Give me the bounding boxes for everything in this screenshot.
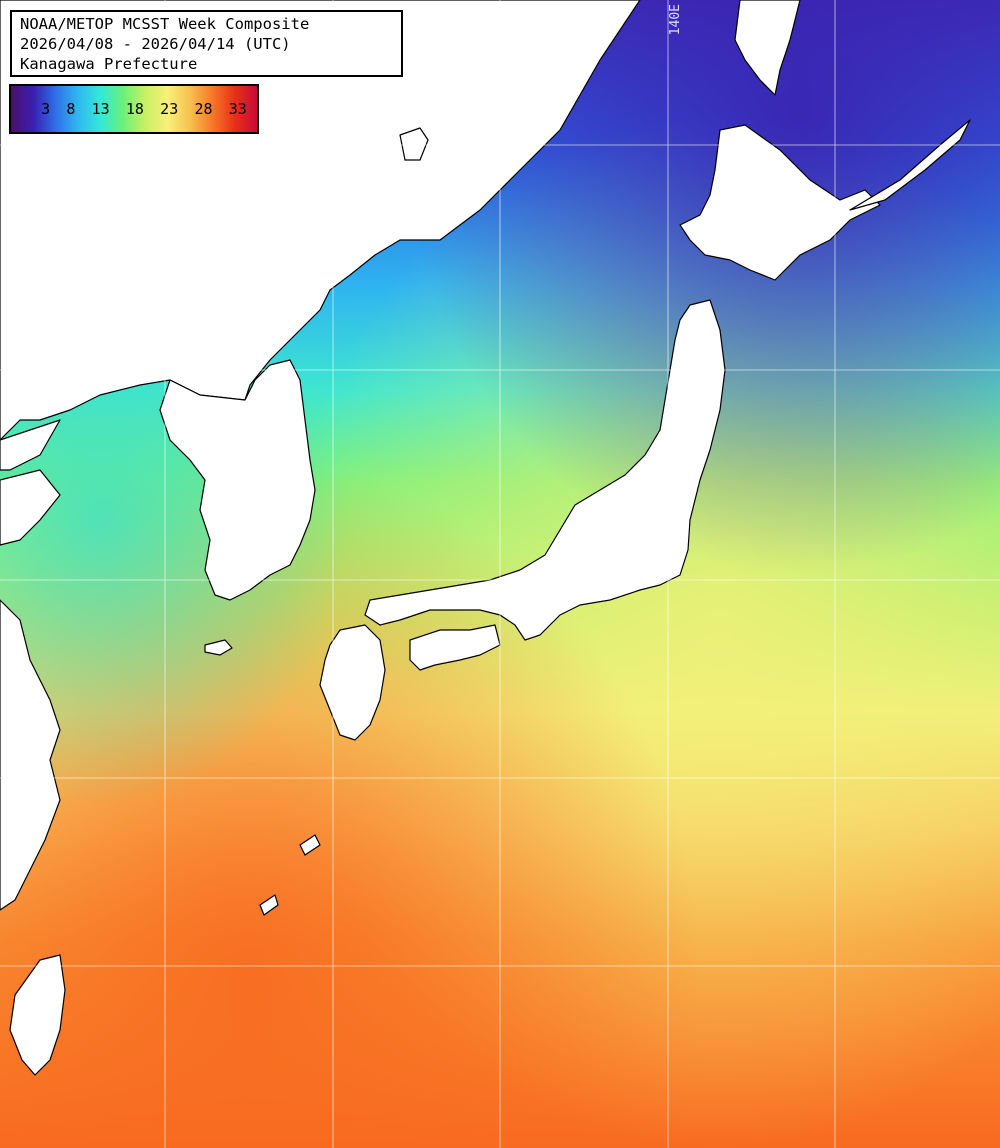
land-ryukyu-1: [299, 834, 321, 856]
land-kyushu: [319, 624, 386, 741]
scale-tick-8: 8: [66, 100, 76, 118]
land-honshu: [364, 299, 726, 641]
title-line-product: NOAA/METOP MCSST Week Composite: [20, 15, 310, 33]
land-sakhalin: [734, 0, 801, 96]
longitude-label: 140E: [668, 4, 683, 36]
land-ryukyu-2: [259, 894, 279, 916]
land-china-east: [0, 599, 61, 911]
title-box: NOAA/METOP MCSST Week Composite 2026/04/…: [10, 10, 403, 77]
title-line-dates: 2026/04/08 - 2026/04/14 (UTC): [20, 35, 291, 53]
land-jeju: [204, 639, 233, 656]
title-line-region: Kanagawa Prefecture: [20, 55, 198, 73]
land-kurils: [849, 119, 971, 211]
land-shikoku: [409, 624, 501, 671]
scale-tick-3: 3: [41, 100, 51, 118]
land-taiwan: [9, 954, 66, 1076]
land-shantar: [399, 127, 429, 161]
scale-tick-13: 13: [91, 100, 110, 118]
scale-tick-18: 18: [125, 100, 144, 118]
scale-tick-33: 33: [228, 100, 247, 118]
land-hokkaido: [679, 124, 881, 281]
land-china-coast: [0, 469, 61, 546]
scale-tick-28: 28: [194, 100, 213, 118]
latitude-label: 40N: [8, 352, 32, 367]
color-scale-legend: 3 8 13 18 23 28 33: [9, 84, 259, 134]
scale-tick-23: 23: [160, 100, 179, 118]
land-liaodong: [0, 419, 61, 471]
land-korea: [159, 359, 316, 601]
